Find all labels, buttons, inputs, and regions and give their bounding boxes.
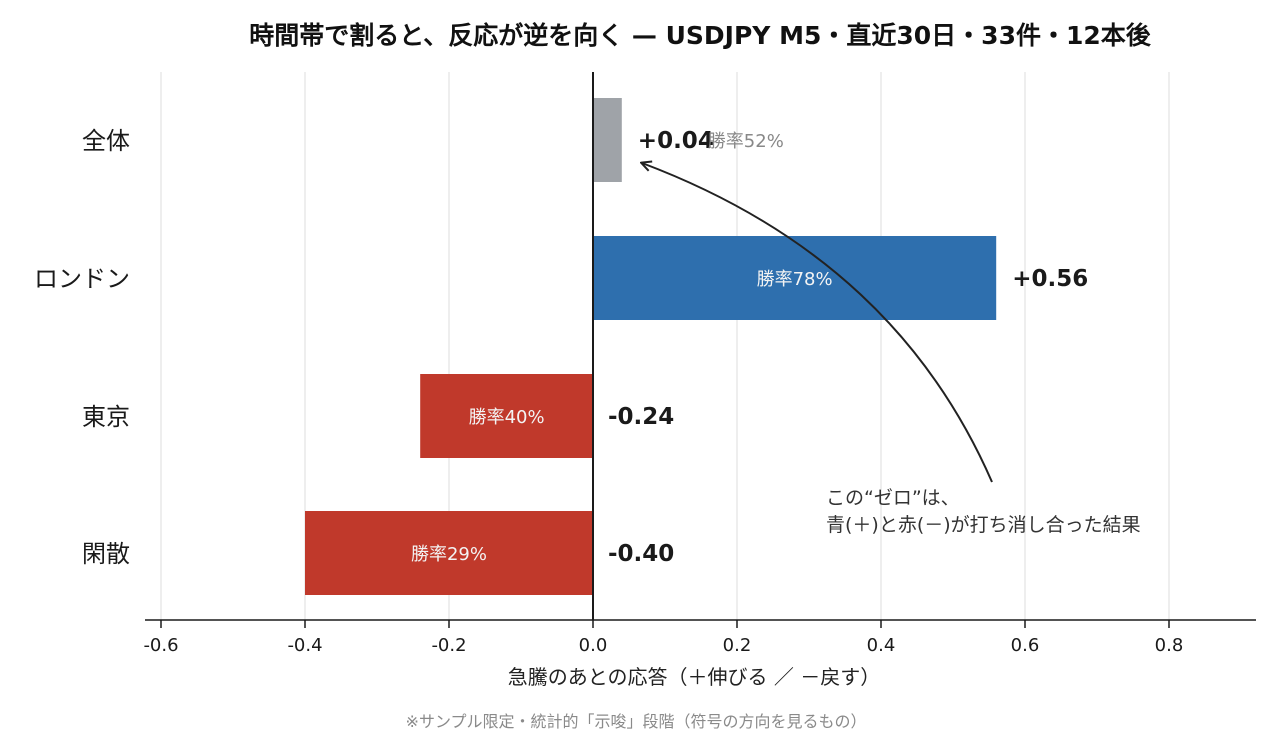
- category-label: 全体: [82, 127, 130, 155]
- annotation-line-1: この“ゼロ”は、: [826, 487, 960, 509]
- x-tick-label: 0.2: [723, 635, 752, 656]
- win-rate-label: 勝率40%: [469, 407, 545, 428]
- x-tick-label: 0.0: [579, 635, 608, 656]
- footnote: ※サンプル限定・統計的「示唆」段階（符号の方向を見るもの）: [406, 712, 867, 731]
- value-label: -0.40: [608, 541, 674, 567]
- category-label: ロンドン: [34, 265, 130, 293]
- win-rate-label: 勝率78%: [757, 269, 833, 290]
- value-label: -0.24: [608, 404, 674, 430]
- win-rate-label: 勝率52%: [708, 131, 784, 152]
- value-label: +0.04: [638, 128, 714, 154]
- category-label: 閑散: [82, 540, 130, 568]
- annotation-arrow: [642, 163, 993, 483]
- win-rate-label: 勝率29%: [411, 544, 487, 565]
- x-axis-label: 急騰のあとの応答（＋伸びる ／ －戻す）: [508, 665, 881, 689]
- grid-lines: [160, 72, 1170, 620]
- chart-title: 時間帯で割ると、反応が逆を向く — USDJPY M5・直近30日・33件・12…: [249, 21, 1152, 50]
- x-tick-label: -0.2: [431, 635, 466, 656]
- bar: [593, 98, 622, 182]
- annotation: この“ゼロ”は、 青(＋)と赤(－)が打ち消し合った結果: [642, 163, 1141, 536]
- annotation-line-2: 青(＋)と赤(－)が打ち消し合った結果: [826, 514, 1141, 536]
- x-tick-label: -0.6: [143, 635, 178, 656]
- x-tick-label: 0.8: [1155, 635, 1184, 656]
- value-label: +0.56: [1012, 266, 1088, 292]
- category-label: 東京: [82, 403, 130, 431]
- x-tick-label: 0.6: [1011, 635, 1040, 656]
- bar: [593, 236, 997, 320]
- x-tick-label: -0.4: [287, 635, 322, 656]
- bar: [305, 511, 593, 595]
- x-tick-label: 0.4: [867, 635, 896, 656]
- axes: [145, 72, 1256, 628]
- bars: [305, 98, 997, 595]
- bar: [420, 374, 593, 458]
